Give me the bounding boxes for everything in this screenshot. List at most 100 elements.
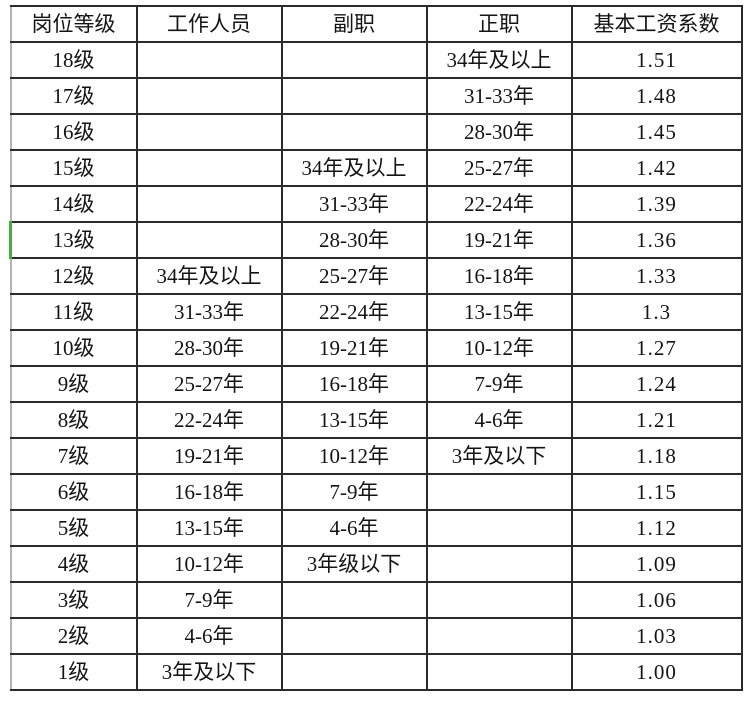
level-cell[interactable]: 1级 (9, 653, 138, 691)
header-cell-position-level[interactable]: 岗位等级 (9, 5, 138, 43)
level-cell[interactable]: 4级 (9, 545, 138, 583)
coefficient-cell[interactable]: 1.09 (570, 545, 743, 583)
level-cell[interactable]: 6级 (9, 473, 138, 511)
coefficient-cell[interactable]: 1.42 (570, 149, 743, 187)
years-cell[interactable]: 10-12年 (280, 437, 428, 475)
years-cell[interactable]: 10-12年 (135, 545, 283, 583)
years-cell[interactable]: 4-6年 (135, 617, 283, 655)
years-cell[interactable]: 22-24年 (135, 401, 283, 439)
coefficient-cell[interactable]: 1.03 (570, 617, 743, 655)
table-row: 10级 28-30年 19-21年 10-12年 1.27 (9, 329, 743, 367)
years-cell[interactable]: 28-30年 (135, 329, 283, 367)
years-cell[interactable] (280, 77, 428, 115)
coefficient-cell[interactable]: 1.36 (570, 221, 743, 259)
coefficient-cell[interactable]: 1.51 (570, 41, 743, 79)
salary-coefficient-table: 岗位等级 工作人员 副职 正职 基本工资系数 18级 34年及以上 1.51 17级 3… (9, 5, 743, 691)
years-cell[interactable]: 16-18年 (280, 365, 428, 403)
level-cell[interactable]: 9级 (9, 365, 138, 403)
table-row: 14级 31-33年 22-24年 1.39 (9, 185, 743, 223)
level-cell[interactable]: 5级 (9, 509, 138, 547)
years-cell[interactable]: 19-21年 (135, 437, 283, 475)
years-cell[interactable]: 22-24年 (425, 185, 573, 223)
years-cell[interactable] (135, 221, 283, 259)
years-cell[interactable] (425, 653, 573, 691)
coefficient-cell[interactable]: 1.15 (570, 473, 743, 511)
years-cell[interactable]: 25-27年 (280, 257, 428, 295)
level-cell[interactable]: 12级 (9, 257, 138, 295)
years-cell[interactable]: 13-15年 (280, 401, 428, 439)
years-cell[interactable]: 31-33年 (425, 77, 573, 115)
years-cell[interactable] (135, 41, 283, 79)
level-cell[interactable]: 18级 (9, 41, 138, 79)
coefficient-cell[interactable]: 1.21 (570, 401, 743, 439)
years-cell[interactable]: 34年及以上 (280, 149, 428, 187)
years-cell[interactable] (135, 77, 283, 115)
coefficient-cell[interactable]: 1.24 (570, 365, 743, 403)
years-cell[interactable]: 31-33年 (135, 293, 283, 331)
level-cell[interactable]: 8级 (9, 401, 138, 439)
years-cell[interactable]: 28-30年 (280, 221, 428, 259)
coefficient-cell[interactable]: 1.27 (570, 329, 743, 367)
coefficient-cell[interactable]: 1.45 (570, 113, 743, 151)
coefficient-cell[interactable]: 1.33 (570, 257, 743, 295)
years-cell[interactable]: 4-6年 (425, 401, 573, 439)
years-cell[interactable] (280, 113, 428, 151)
table-row: 5级 13-15年 4-6年 1.12 (9, 509, 743, 547)
years-cell[interactable]: 34年及以上 (425, 41, 573, 79)
years-cell[interactable] (280, 41, 428, 79)
years-cell[interactable]: 34年及以上 (135, 257, 283, 295)
header-cell-staff[interactable]: 工作人员 (135, 5, 283, 43)
header-cell-deputy[interactable]: 副职 (280, 5, 428, 43)
years-cell[interactable]: 4-6年 (280, 509, 428, 547)
level-cell[interactable]: 3级 (9, 581, 138, 619)
years-cell[interactable]: 7-9年 (425, 365, 573, 403)
coefficient-cell[interactable]: 1.00 (570, 653, 743, 691)
level-cell[interactable]: 16级 (9, 113, 138, 151)
years-cell[interactable] (135, 149, 283, 187)
coefficient-cell[interactable]: 1.3 (570, 293, 743, 331)
years-cell[interactable]: 25-27年 (425, 149, 573, 187)
years-cell[interactable]: 10-12年 (425, 329, 573, 367)
years-cell[interactable] (280, 581, 428, 619)
years-cell[interactable] (135, 113, 283, 151)
years-cell[interactable] (280, 653, 428, 691)
years-cell[interactable]: 16-18年 (425, 257, 573, 295)
coefficient-cell[interactable]: 1.06 (570, 581, 743, 619)
table-row: 8级 22-24年 13-15年 4-6年 1.21 (9, 401, 743, 439)
years-cell[interactable] (425, 617, 573, 655)
coefficient-cell[interactable]: 1.12 (570, 509, 743, 547)
level-cell[interactable]: 7级 (9, 437, 138, 475)
level-cell[interactable]: 2级 (9, 617, 138, 655)
level-cell[interactable]: 13级 (9, 221, 138, 259)
years-cell[interactable]: 31-33年 (280, 185, 428, 223)
years-cell[interactable]: 7-9年 (280, 473, 428, 511)
coefficient-cell[interactable]: 1.39 (570, 185, 743, 223)
coefficient-cell[interactable]: 1.18 (570, 437, 743, 475)
years-cell[interactable]: 28-30年 (425, 113, 573, 151)
years-cell[interactable] (135, 185, 283, 223)
years-cell[interactable]: 7-9年 (135, 581, 283, 619)
level-cell[interactable]: 14级 (9, 185, 138, 223)
level-cell[interactable]: 15级 (9, 149, 138, 187)
years-cell[interactable] (425, 581, 573, 619)
years-cell[interactable]: 19-21年 (425, 221, 573, 259)
years-cell[interactable]: 16-18年 (135, 473, 283, 511)
years-cell[interactable] (425, 473, 573, 511)
years-cell[interactable] (280, 617, 428, 655)
header-cell-base-salary-coefficient[interactable]: 基本工资系数 (570, 5, 743, 43)
years-cell[interactable]: 3年级以下 (280, 545, 428, 583)
years-cell[interactable]: 3年及以下 (135, 653, 283, 691)
level-cell[interactable]: 11级 (9, 293, 138, 331)
coefficient-cell[interactable]: 1.48 (570, 77, 743, 115)
header-cell-principal[interactable]: 正职 (425, 5, 573, 43)
years-cell[interactable]: 13-15年 (425, 293, 573, 331)
years-cell[interactable]: 19-21年 (280, 329, 428, 367)
years-cell[interactable]: 22-24年 (280, 293, 428, 331)
years-cell[interactable]: 13-15年 (135, 509, 283, 547)
years-cell[interactable] (425, 509, 573, 547)
level-cell[interactable]: 10级 (9, 329, 138, 367)
level-cell[interactable]: 17级 (9, 77, 138, 115)
years-cell[interactable]: 3年及以下 (425, 437, 573, 475)
years-cell[interactable]: 25-27年 (135, 365, 283, 403)
years-cell[interactable] (425, 545, 573, 583)
